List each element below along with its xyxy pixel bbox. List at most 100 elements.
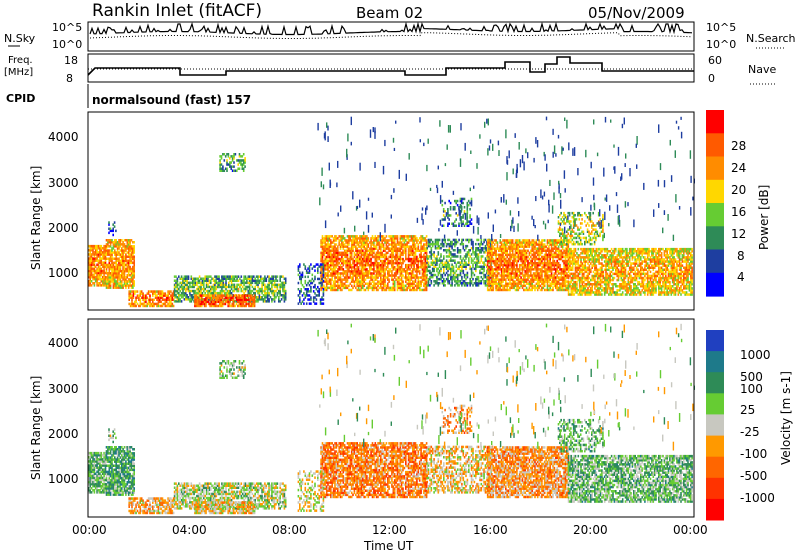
power-cell: [353, 255, 356, 259]
power-cell: [357, 249, 360, 252]
power-cell: [377, 237, 379, 240]
power-cell: [112, 243, 115, 246]
power-cell: [374, 278, 377, 281]
power-cell: [496, 259, 499, 263]
power-cell: [491, 275, 494, 279]
power-cell: [395, 249, 397, 252]
power-cell: [203, 302, 206, 306]
power-cell: [475, 282, 477, 285]
power-cell: [268, 279, 270, 282]
power-cell: [384, 284, 386, 288]
power-cell: [480, 271, 483, 275]
power-cell: [489, 288, 492, 292]
power-cell: [89, 251, 91, 254]
power-cell: [400, 268, 403, 271]
power-cell: [130, 280, 133, 283]
power-cell: [123, 243, 126, 246]
power-cell: [534, 261, 536, 265]
power-cell: [359, 288, 361, 292]
power-cell: [437, 242, 440, 246]
power-cell: [115, 284, 117, 287]
power-cell: [420, 245, 422, 248]
power-cell: [400, 284, 403, 288]
power-cell: [93, 273, 96, 277]
power-cell: [112, 247, 115, 250]
power-cell: [92, 261, 94, 264]
power-cell: [400, 261, 403, 265]
power-cell: [90, 284, 93, 287]
power-cell: [366, 261, 368, 265]
power-cell: [480, 257, 483, 260]
power-cell: [350, 278, 353, 281]
power-cell: [262, 294, 265, 297]
power-cell: [518, 249, 521, 252]
power-cell: [389, 243, 392, 246]
power-cell: [357, 255, 360, 259]
power-cell: [108, 253, 111, 256]
power-cell: [200, 289, 202, 293]
power-cell: [324, 278, 327, 281]
power-cell: [514, 282, 517, 285]
power-cell: [341, 272, 343, 275]
power-cell: [416, 257, 418, 261]
power-cell: [341, 237, 343, 240]
power-cell: [201, 304, 203, 308]
power-cell: [201, 296, 203, 299]
power-cell: [357, 251, 360, 255]
power-cell: [352, 245, 354, 248]
power-cell: [436, 261, 438, 264]
power-cell: [149, 298, 151, 301]
power-cell: [231, 165, 234, 168]
power-cell: [374, 235, 377, 238]
power-cell: [486, 261, 489, 265]
power-cell: [425, 280, 428, 283]
power-cell: [212, 277, 215, 280]
power-cell: [360, 247, 363, 250]
power-cell: [216, 277, 219, 280]
power-cell: [517, 268, 520, 271]
power-cell: [89, 261, 91, 264]
power-cell: [92, 277, 94, 281]
power-cell: [127, 269, 130, 273]
power-cell: [392, 288, 395, 292]
power-cell: [436, 242, 438, 246]
power-cell: [90, 247, 93, 250]
power-cell: [262, 281, 265, 285]
power-cell: [502, 245, 504, 248]
power-cell: [437, 251, 440, 254]
power-cell: [127, 278, 130, 281]
power-cell: [282, 281, 284, 285]
power-cell: [337, 251, 339, 255]
power-cell: [122, 249, 124, 252]
power-cell: [420, 284, 422, 288]
power-cell: [337, 280, 339, 283]
power-cell: [521, 284, 524, 288]
power-cell: [346, 274, 349, 277]
power-cell: [466, 282, 469, 285]
power-cell: [481, 249, 484, 252]
power-cell: [109, 282, 112, 285]
power-cell: [420, 237, 422, 240]
power-cell: [97, 261, 100, 264]
power-cell: [375, 266, 378, 269]
power-cell: [484, 284, 487, 287]
power-cell: [126, 269, 129, 273]
power-cell: [450, 259, 452, 262]
power-cell: [104, 275, 107, 279]
power-cell: [203, 304, 206, 308]
power-cell: [345, 263, 347, 267]
power-cell: [470, 242, 473, 246]
power-cell: [273, 279, 276, 282]
power-cell: [186, 287, 188, 291]
power-cell: [119, 259, 122, 263]
power-cell: [125, 280, 127, 283]
power-cell: [161, 304, 164, 308]
power-cell: [230, 285, 233, 289]
power-cell: [130, 267, 133, 271]
power-cell: [260, 279, 262, 282]
power-cell: [321, 257, 324, 261]
power-cell: [112, 274, 115, 277]
power-cell: [392, 259, 395, 263]
power-cell: [235, 294, 238, 297]
power-cell: [495, 247, 497, 250]
